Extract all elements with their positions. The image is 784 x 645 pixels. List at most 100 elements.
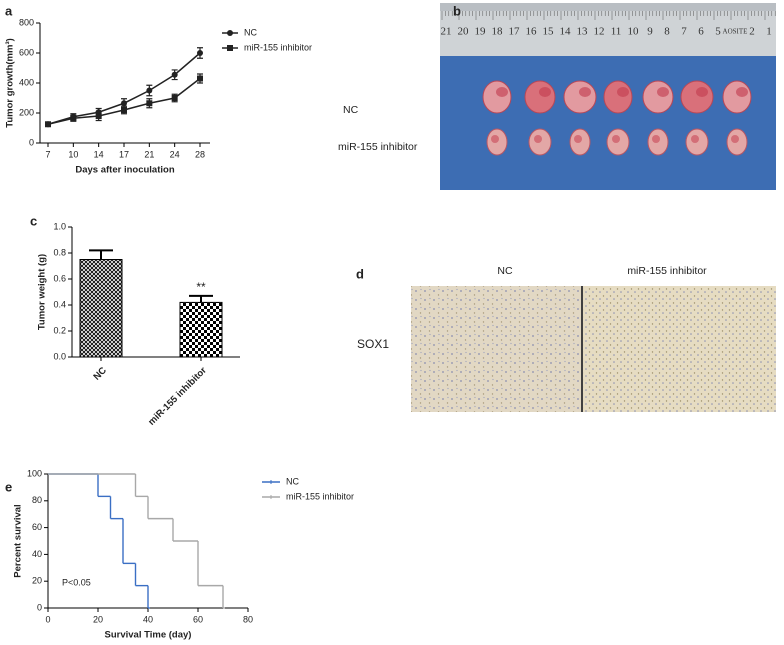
- ruler-label: 11: [611, 26, 622, 38]
- tumor: [524, 80, 556, 114]
- y-axis-label: Tumor weight (g): [37, 254, 48, 330]
- marker: [70, 115, 77, 122]
- legend-marker: [227, 45, 233, 51]
- column-label: NC: [497, 265, 513, 277]
- y-tick-label: 20: [32, 576, 42, 586]
- row-label: NC: [343, 104, 359, 116]
- y-tick-label: 0.8: [53, 247, 66, 257]
- annotation: P<0.05: [62, 577, 91, 587]
- ruler-label: 13: [577, 26, 589, 38]
- y-tick-label: 600: [19, 47, 34, 57]
- x-tick-label: 80: [243, 614, 253, 624]
- x-tick-label: 24: [170, 149, 180, 159]
- tumor: [617, 87, 629, 97]
- x-tick-label: 28: [195, 149, 205, 159]
- tumor: [691, 135, 699, 143]
- x-axis-label: Days after inoculation: [75, 165, 174, 176]
- marker: [171, 71, 178, 78]
- tumor: [652, 135, 660, 143]
- marker: [146, 87, 153, 94]
- x-tick-label: NC: [91, 365, 109, 383]
- ruler-label: 18: [492, 26, 504, 38]
- ruler-label: 9: [647, 26, 653, 38]
- row-label: miR-155 inhibitor: [338, 141, 418, 153]
- marker: [197, 75, 203, 82]
- ruler-label: 16: [526, 26, 538, 38]
- ruler-label: 6: [698, 26, 704, 38]
- x-tick-label: 20: [93, 614, 103, 624]
- ruler-label: 17: [509, 26, 521, 38]
- tumor: [539, 87, 551, 97]
- x-tick-label: 40: [143, 614, 153, 624]
- ruler-label: AOSITE: [723, 28, 748, 36]
- ruler-label: 14: [560, 26, 572, 38]
- y-tick-label: 80: [32, 495, 42, 505]
- x-tick-label: miR-155 inhibitor: [146, 365, 209, 428]
- marker: [121, 107, 127, 113]
- y-tick-label: 40: [32, 549, 42, 559]
- legend-marker: [227, 30, 233, 36]
- legend-label: miR-155 inhibitor: [286, 491, 354, 501]
- x-tick-label: 14: [94, 149, 104, 159]
- legend-label: NC: [286, 476, 299, 486]
- y-axis-label: Percent survival: [13, 504, 24, 577]
- tumor: [722, 80, 752, 114]
- error-bar: [89, 249, 113, 260]
- tumor: [736, 87, 748, 97]
- x-tick-label: 60: [193, 614, 203, 624]
- x-tick-label: 7: [45, 149, 50, 159]
- row-label: SOX1: [357, 337, 389, 351]
- panel-label: a: [5, 3, 13, 18]
- y-tick-label: 0.4: [53, 299, 66, 309]
- y-axis-label: Tumor growth(mm³): [5, 38, 16, 128]
- marker: [197, 50, 203, 56]
- y-tick-label: 800: [19, 17, 34, 27]
- x-tick-label: 21: [144, 149, 154, 159]
- significance: **: [196, 280, 206, 294]
- tumor: [574, 135, 582, 143]
- panel-label: c: [30, 213, 37, 228]
- tumor: [680, 80, 714, 114]
- tumor: [603, 80, 633, 114]
- panel-label: b: [453, 3, 461, 18]
- y-tick-label: 0: [29, 137, 34, 147]
- panel-label: e: [5, 479, 12, 494]
- tumor: [731, 135, 739, 143]
- marker: [95, 113, 102, 119]
- ruler-label: 10: [628, 26, 640, 38]
- panel-label: d: [356, 266, 364, 281]
- ruler-label: 20: [458, 26, 470, 38]
- histology-images: [411, 286, 776, 412]
- y-tick-label: 200: [19, 107, 34, 117]
- ruler-label: 21: [441, 26, 452, 38]
- x-tick-label: 0: [45, 614, 50, 624]
- ruler-label: 19: [475, 26, 487, 38]
- tumor: [496, 87, 508, 97]
- bar: [79, 259, 123, 358]
- tumor: [657, 87, 669, 97]
- marker: [45, 121, 51, 128]
- tumor: [534, 135, 542, 143]
- legend-label: miR-155 inhibitor: [244, 42, 312, 52]
- y-tick-label: 0.6: [53, 273, 66, 283]
- y-tick-label: 0.0: [53, 351, 66, 361]
- y-tick-label: 100: [27, 468, 42, 478]
- marker: [171, 95, 178, 101]
- y-tick-label: 0: [37, 602, 42, 612]
- tumor: [579, 87, 591, 97]
- tumor: [612, 135, 620, 143]
- ruler-label: 7: [681, 26, 687, 38]
- tumor: [563, 80, 597, 114]
- marker: [121, 100, 127, 107]
- tumor: [696, 87, 708, 97]
- marker: [146, 100, 153, 107]
- ruler-label: 15: [543, 26, 555, 38]
- x-tick-label: 17: [119, 149, 129, 159]
- ruler-label: 2: [749, 26, 755, 38]
- column-label: miR-155 inhibitor: [627, 265, 707, 277]
- tumor: [491, 135, 499, 143]
- x-tick-label: 10: [68, 149, 78, 159]
- error-bar: [189, 294, 213, 303]
